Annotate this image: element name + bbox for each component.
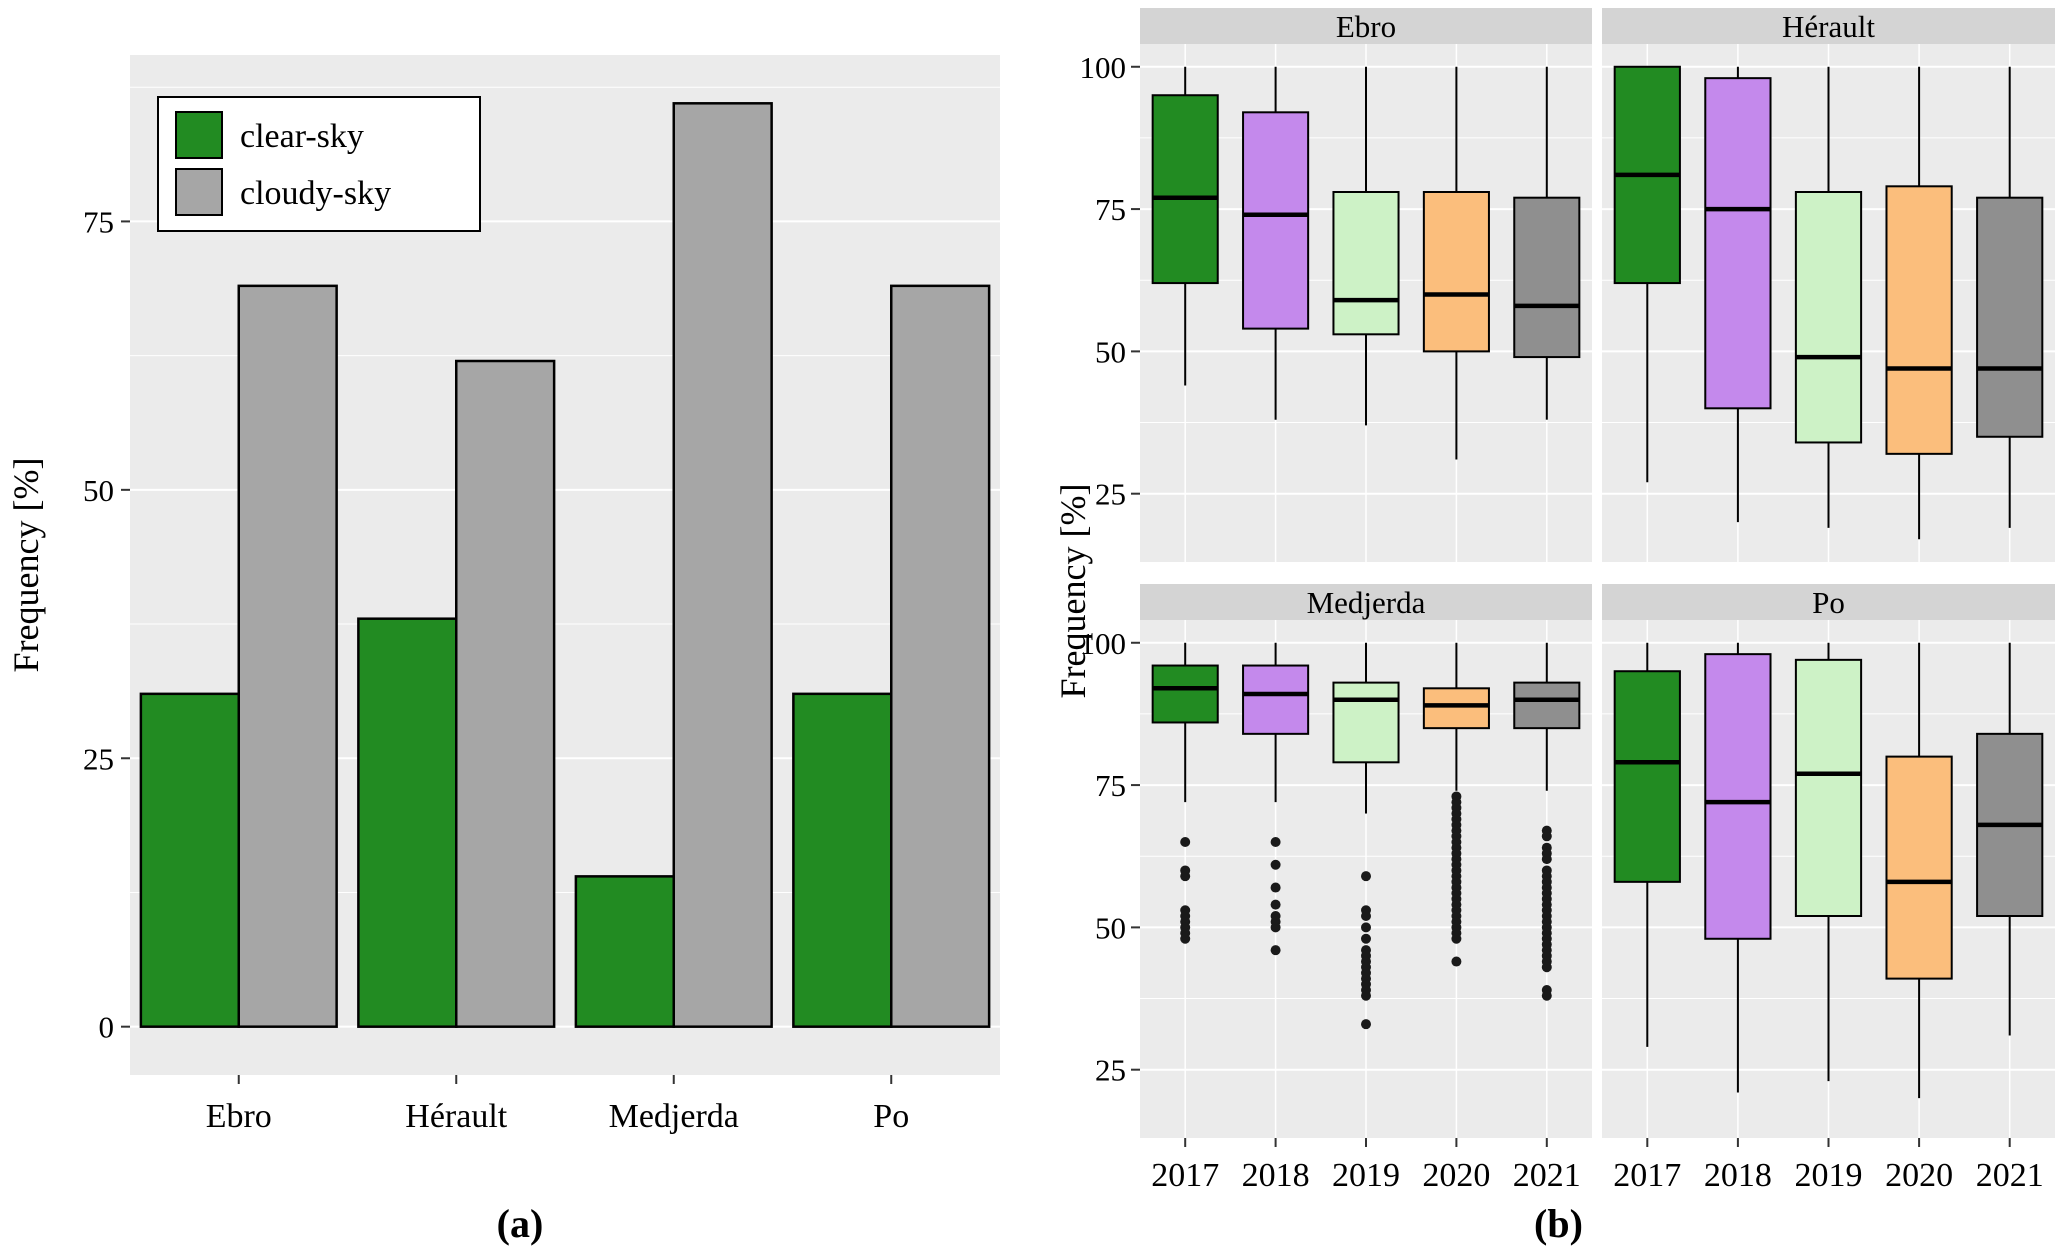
facet-title-Ebro: Ebro — [1336, 9, 1396, 44]
y-tick-label: 50 — [83, 473, 114, 508]
x-tick-label: 2018 — [1242, 1157, 1310, 1190]
bar-cloudy-sky-Po — [890, 284, 991, 1028]
box-Medjerda-2020 — [1422, 642, 1490, 967]
outlier-dot — [1270, 922, 1281, 933]
legend-swatch-clear-sky — [175, 111, 223, 159]
outlier-dot — [1270, 945, 1281, 956]
box-Ebro-2021 — [1513, 66, 1581, 420]
facet-strip-Hérault — [1602, 8, 2055, 44]
x-tick-label: 2020 — [1885, 1157, 1953, 1190]
outlier-dot — [1541, 831, 1552, 842]
y-tick-label: 75 — [1095, 192, 1126, 227]
x-tick-label: 2021 — [1513, 1157, 1581, 1190]
bar-clear-sky-Ebro — [139, 692, 240, 1028]
outlier-dot — [1270, 899, 1281, 910]
box-Medjerda-2018 — [1242, 642, 1310, 956]
outlier-dot — [1180, 837, 1191, 847]
bar-cloudy-sky-Hérault — [455, 359, 556, 1028]
x-tick-label: 2019 — [1332, 1157, 1400, 1190]
y-tick-label: 100 — [1080, 626, 1127, 661]
legend-label-cloudy-sky: cloudy-sky — [240, 175, 391, 212]
y-tick-label: 75 — [83, 204, 114, 239]
x-tick-label: 2017 — [1151, 1157, 1219, 1190]
box-Hérault-2019 — [1794, 66, 1863, 528]
facet-strip-Po — [1602, 584, 2055, 620]
box-Po-2019 — [1794, 642, 1863, 1082]
bar-clear-sky-Hérault — [357, 617, 458, 1028]
box-Po-2017 — [1613, 642, 1681, 1047]
outlier-dot — [1361, 990, 1371, 1001]
outlier-dot — [1451, 956, 1462, 967]
y-tick-label: 50 — [1095, 334, 1126, 369]
outlier-dot — [1270, 859, 1281, 870]
outlier-dot — [1180, 933, 1191, 944]
box-Po-2018 — [1704, 642, 1772, 1093]
y-tick-label: 25 — [1095, 477, 1126, 512]
facet-strip-Ebro — [1140, 8, 1592, 44]
box-Hérault-2021 — [1976, 66, 2044, 528]
box-Ebro-2020 — [1422, 66, 1490, 460]
box-Po-2020 — [1885, 642, 1953, 1099]
outlier-dot — [1361, 933, 1371, 944]
x-tick-label: 2019 — [1795, 1157, 1863, 1190]
outlier-dot — [1541, 854, 1552, 865]
y-tick-label: 75 — [1095, 768, 1126, 803]
x-tick-label: Ebro — [206, 1098, 272, 1135]
y-tick-label: 25 — [83, 741, 114, 776]
x-tick-label: Medjerda — [609, 1098, 739, 1135]
x-tick-label: 2018 — [1704, 1157, 1772, 1190]
y-tick-label: 0 — [99, 1010, 115, 1045]
outlier-dot — [1180, 871, 1191, 882]
box-Ebro-2019 — [1332, 66, 1400, 426]
x-tick-label: 2017 — [1613, 1157, 1681, 1190]
y-tick-label: 25 — [1095, 1053, 1126, 1088]
facet-title-Hérault: Hérault — [1782, 9, 1875, 44]
bar-cloudy-sky-Ebro — [237, 284, 338, 1028]
y-axis-label: Frequency [%] — [6, 458, 46, 673]
box-Hérault-2017 — [1613, 65, 1681, 483]
box-Hérault-2018 — [1704, 66, 1772, 523]
box-Po-2021 — [1976, 642, 2044, 1036]
outlier-dot — [1541, 990, 1552, 1001]
box-Ebro-2017 — [1151, 66, 1219, 386]
panel-b-label: (b) — [1534, 1201, 1583, 1246]
bar-chart-svg: 0 25 50 75 Ebro Hérault Medjerda Po Frequency [%… — [6, 55, 1000, 1135]
x-tick-label: Po — [873, 1098, 909, 1135]
y-tick-label: 100 — [1080, 50, 1127, 85]
box-Hérault-2020 — [1885, 66, 1953, 540]
panel-a-label: (a) — [496, 1201, 544, 1246]
facet-title-Po: Po — [1812, 585, 1845, 620]
facet-strip-Medjerda — [1140, 584, 1592, 620]
box-Medjerda-2017 — [1151, 642, 1219, 944]
outlier-dot — [1541, 962, 1552, 973]
box-Ebro-2018 — [1242, 66, 1310, 420]
legend-label-clear-sky: clear-sky — [240, 118, 364, 155]
outlier-dot — [1270, 882, 1281, 893]
box-Medjerda-2019 — [1332, 642, 1400, 1030]
x-tick-label: 2020 — [1422, 1157, 1490, 1190]
bar-clear-sky-Po — [792, 692, 893, 1028]
y-tick-label: 50 — [1095, 910, 1126, 945]
x-tick-label: 2021 — [1976, 1157, 2044, 1190]
legend-swatch-cloudy-sky — [175, 168, 223, 216]
outlier-dot — [1361, 922, 1371, 933]
bar-cloudy-sky-Medjerda — [672, 102, 773, 1028]
boxplot-svg: Ebro 25 50 75 100 Hérault Medjerda 25 50 75 100 201… — [1055, 8, 2055, 1190]
outlier-dot — [1361, 871, 1371, 882]
outlier-dot — [1451, 933, 1462, 944]
outlier-dot — [1361, 1019, 1371, 1030]
facet-title-Medjerda: Medjerda — [1307, 585, 1426, 620]
box-Medjerda-2021 — [1513, 642, 1581, 1001]
bar-clear-sky-Medjerda — [574, 875, 675, 1028]
outlier-dot — [1361, 911, 1371, 921]
y-axis-label: Frequency [%] — [1055, 484, 1093, 699]
x-tick-label: Hérault — [405, 1098, 508, 1135]
outlier-dot — [1270, 837, 1281, 847]
